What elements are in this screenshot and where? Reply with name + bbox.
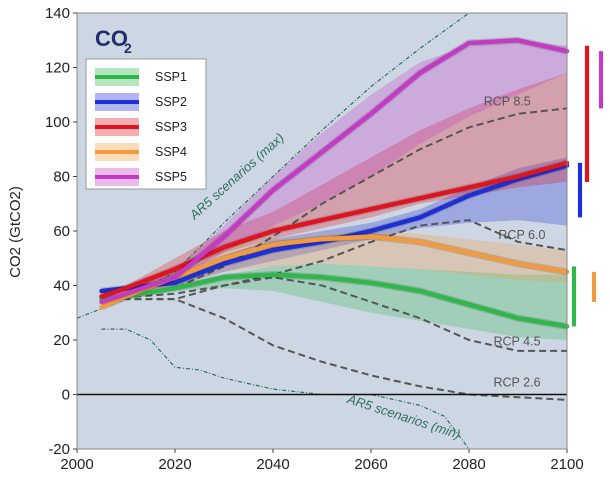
legend-label-ssp4: SSP4 (155, 145, 187, 159)
x-tick-label-2040: 2040 (256, 456, 289, 473)
y-tick-label-120: 120 (45, 60, 70, 77)
band-ssp3 (126, 72, 567, 292)
y-tick-label-100: 100 (45, 114, 70, 131)
y-tick-label-80: 80 (53, 169, 70, 186)
x-tick-label-2080: 2080 (452, 456, 485, 473)
legend-label-ssp2: SSP2 (155, 95, 187, 109)
legend-label-ssp3: SSP3 (155, 120, 187, 134)
rcp-line-rcp-4-5 (101, 276, 567, 352)
y-tick-label-40: 40 (53, 278, 70, 295)
x-tick-label-2060: 2060 (354, 456, 387, 473)
chart-title-subscript: 2 (124, 40, 132, 56)
series-line-ssp5 (99, 38, 570, 305)
rcp-label-rcp-4-5: RCP 4.5 (494, 334, 541, 348)
rcp-label-rcp-8-5: RCP 8.5 (484, 95, 531, 109)
rcp-label-rcp-6-0: RCP 6.0 (498, 228, 545, 242)
series-line-ssp3 (99, 160, 570, 299)
chart-title: CO (95, 26, 128, 51)
band-ssp5 (126, 40, 567, 297)
y-tick-label-60: 60 (53, 223, 70, 240)
ar5-line-ar5-scenarios-min (101, 328, 470, 450)
rcp-line-rcp-2-6 (101, 298, 568, 401)
y-tick-label-0: 0 (62, 387, 70, 404)
rcp-label-rcp-2-6: RCP 2.6 (494, 375, 541, 389)
x-tick-label-2020: 2020 (158, 456, 191, 473)
y-tick-label-20: 20 (53, 332, 70, 349)
y-tick-label-140: 140 (45, 5, 70, 22)
legend-box (85, 58, 207, 190)
x-tick-label-2000: 2000 (60, 456, 93, 473)
series-line-ssp1 (99, 272, 570, 329)
y-tick-label--20: -20 (48, 441, 70, 458)
legend-label-ssp5: SSP5 (155, 170, 187, 184)
rcp-line-rcp-8-5 (101, 107, 568, 301)
legend-label-ssp1: SSP1 (155, 70, 187, 84)
x-tick-label-2100: 2100 (550, 456, 583, 473)
ar5-line-ar5-scenarios-max (76, 12, 470, 319)
y-axis-label: CO2 (GtCO2) (7, 186, 24, 278)
